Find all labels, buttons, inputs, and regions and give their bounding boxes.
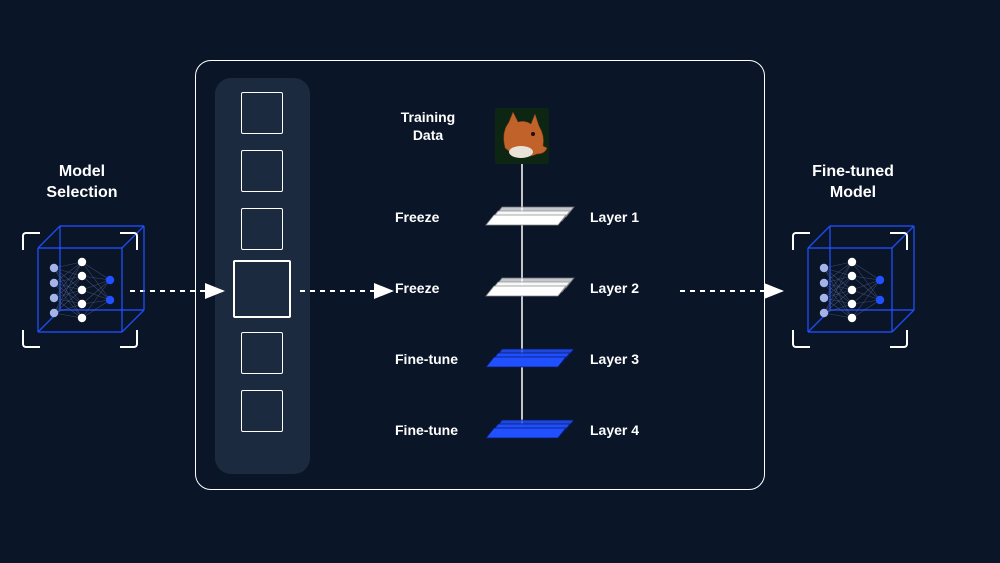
layer-3-name-label: Layer 3: [590, 351, 639, 367]
fine-tuned-model-cube-frame-corner: [792, 330, 810, 348]
model-option-1: [241, 92, 283, 134]
model-option-4: [233, 260, 291, 318]
model-option-5: [241, 332, 283, 374]
model-selection-label: ModelSelection: [42, 162, 122, 204]
model-selection-cube-frame-corner: [120, 330, 138, 348]
layer-4-name-label: Layer 4: [590, 422, 639, 438]
fine-tuned-model-cube-frame-corner: [890, 330, 908, 348]
layer-4-action-label: Fine-tune: [395, 422, 458, 438]
fine-tuned-model-label: Fine-tunedModel: [808, 162, 898, 204]
fine-tuned-model-cube-frame-corner: [890, 232, 908, 250]
training-data-label: TrainingData: [392, 108, 464, 144]
model-selection-cube-frame-corner: [22, 330, 40, 348]
model-option-3: [241, 208, 283, 250]
layer-3-action-label: Fine-tune: [395, 351, 458, 367]
layer-2-action-label: Freeze: [395, 280, 439, 296]
layer-2-name-label: Layer 2: [590, 280, 639, 296]
layer-1-action-label: Freeze: [395, 209, 439, 225]
model-option-2: [241, 150, 283, 192]
fine-tuned-model-cube-frame-corner: [792, 232, 810, 250]
layer-1-name-label: Layer 1: [590, 209, 639, 225]
model-option-6: [241, 390, 283, 432]
model-selection-cube-frame-corner: [120, 232, 138, 250]
model-selection-cube-frame-corner: [22, 232, 40, 250]
